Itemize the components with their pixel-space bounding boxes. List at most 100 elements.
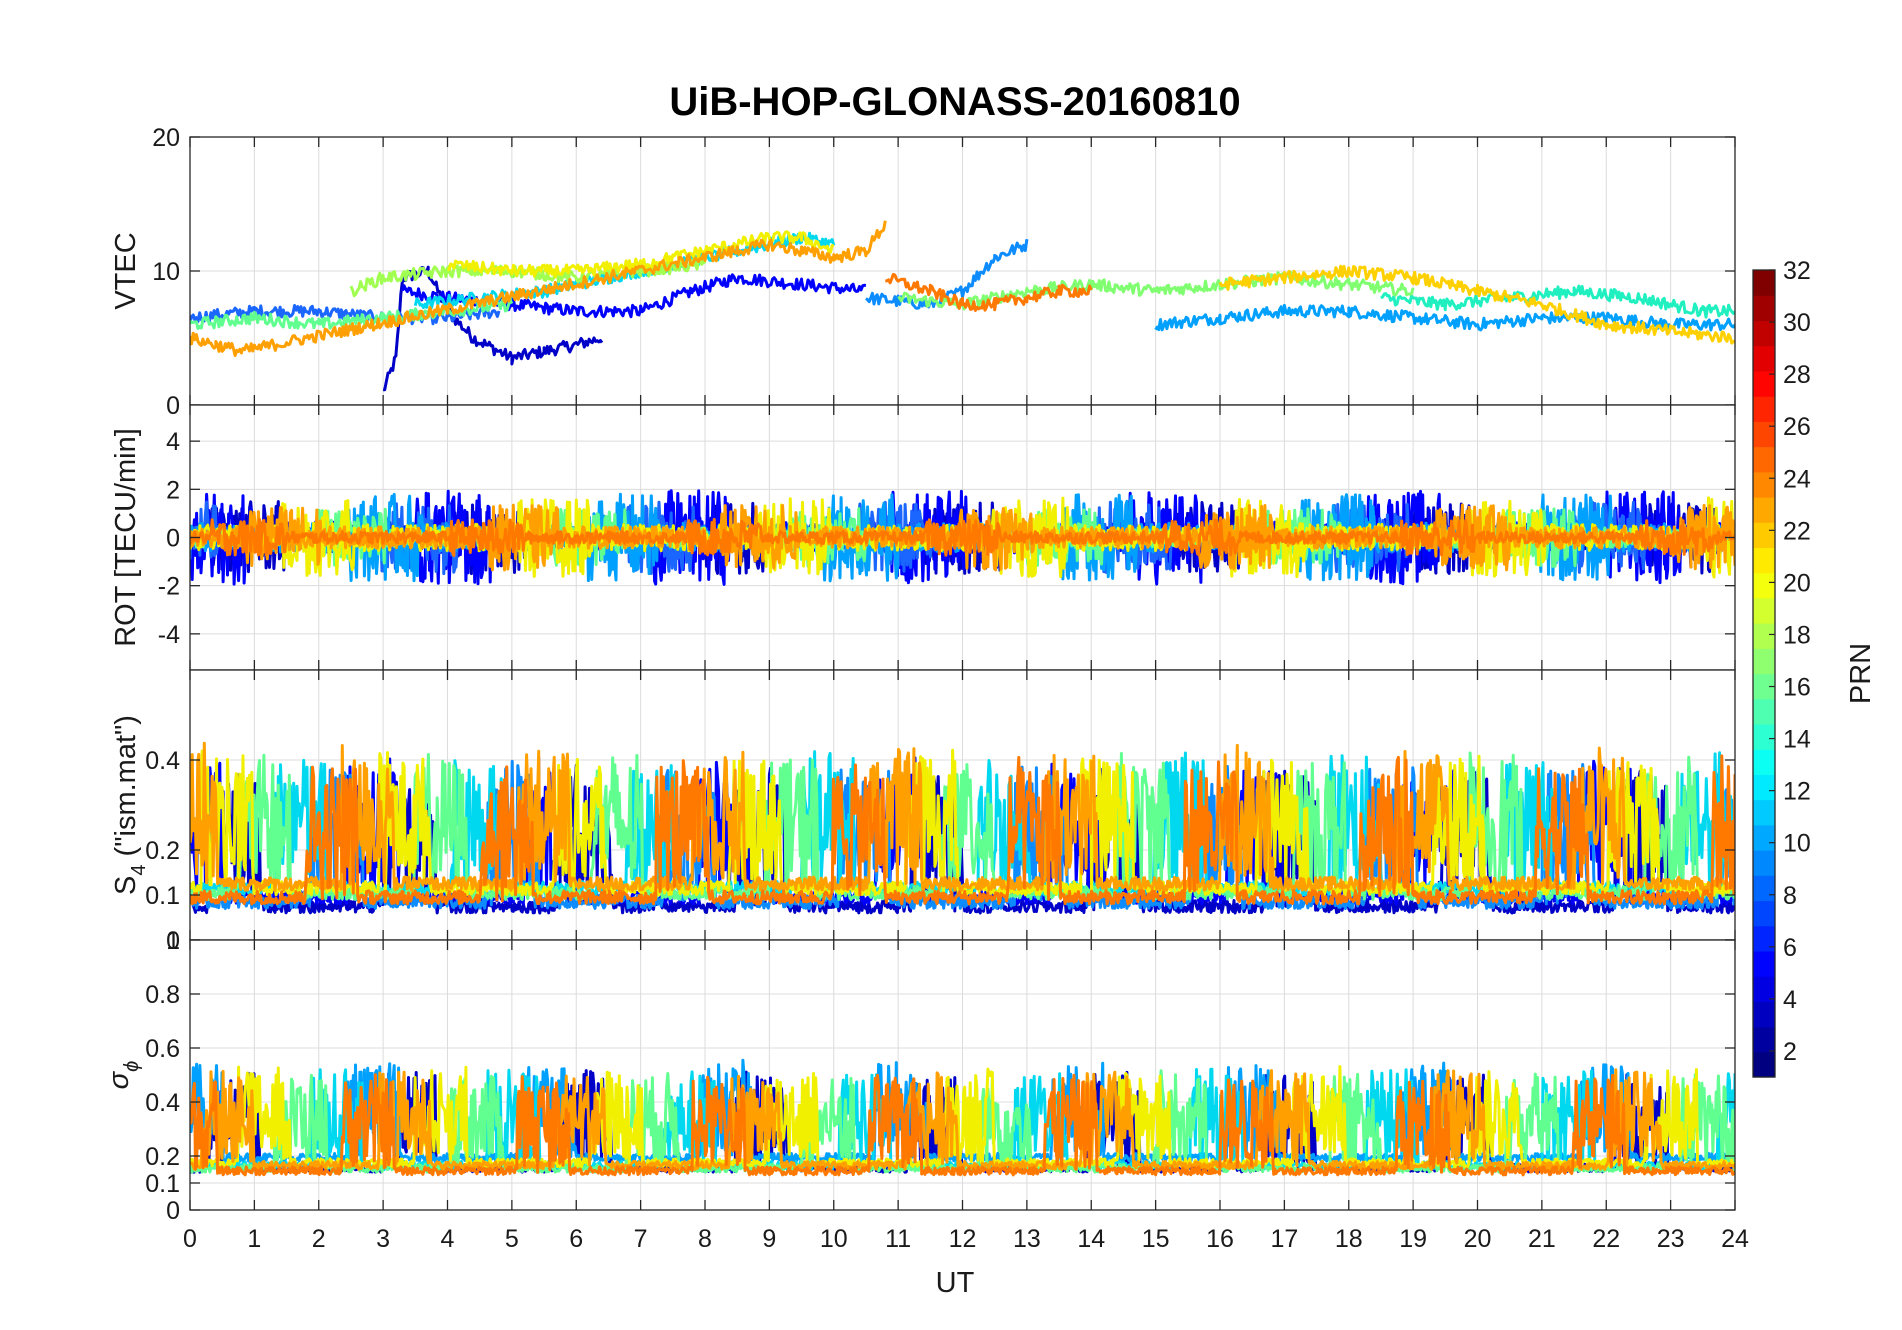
series-prn-10 bbox=[190, 1058, 1735, 1163]
colorbar-swatch bbox=[1753, 421, 1775, 448]
colorbar-tick-label: 28 bbox=[1783, 361, 1811, 389]
y-tick-label: 2 bbox=[166, 476, 180, 504]
x-tick-label: 10 bbox=[820, 1225, 848, 1253]
x-tick-label: 2 bbox=[312, 1225, 326, 1253]
colorbar-swatch bbox=[1753, 648, 1775, 675]
colorbar-swatch bbox=[1753, 976, 1775, 1002]
y-tick-label: 0.6 bbox=[145, 1035, 180, 1063]
colorbar-tick-label: 20 bbox=[1783, 569, 1811, 597]
colorbar-swatch bbox=[1753, 698, 1775, 725]
colorbar-tick-label: 10 bbox=[1783, 830, 1811, 858]
colorbar-tick-label: 24 bbox=[1783, 465, 1811, 493]
series-group bbox=[190, 741, 1735, 915]
y-tick-label: 20 bbox=[152, 124, 180, 152]
series-prn-24 bbox=[190, 518, 1735, 557]
y-tick-label: 0.1 bbox=[145, 882, 180, 910]
panel-1: 0 10 20 VTEC bbox=[110, 124, 1736, 420]
colorbar-swatch bbox=[1753, 875, 1775, 902]
colorbar-tick-label: 32 bbox=[1783, 257, 1811, 285]
x-tick-label: 1 bbox=[247, 1225, 261, 1253]
x-tick-label: 4 bbox=[441, 1225, 455, 1253]
series-prn-21 bbox=[1218, 264, 1735, 345]
x-tick-label: 3 bbox=[376, 1225, 390, 1253]
colorbar-swatch bbox=[1753, 270, 1775, 296]
series-prn-23 bbox=[190, 220, 887, 357]
colorbar-swatch bbox=[1753, 774, 1775, 801]
colorbar-swatch bbox=[1753, 345, 1775, 372]
colorbar-tick-label: 2 bbox=[1783, 1038, 1797, 1066]
y-tick-label: 0.1 bbox=[145, 1170, 180, 1198]
y-tick-label: 0.4 bbox=[145, 1089, 180, 1117]
colorbar-tick-label: 14 bbox=[1783, 726, 1811, 754]
series-group bbox=[190, 220, 1735, 392]
x-axis-label: UT bbox=[936, 1267, 975, 1299]
x-tick-label: 20 bbox=[1464, 1225, 1492, 1253]
colorbar-swatch bbox=[1753, 547, 1775, 574]
series-prn-9 bbox=[865, 238, 1029, 310]
colorbar-swatch bbox=[1753, 295, 1775, 322]
x-tick-label: 9 bbox=[762, 1225, 776, 1253]
colorbar-tick-label: 8 bbox=[1783, 882, 1797, 910]
colorbar-swatch bbox=[1753, 925, 1775, 952]
series-prn-24 bbox=[885, 272, 1093, 312]
x-tick-label: 18 bbox=[1335, 1225, 1363, 1253]
x-tick-label: 19 bbox=[1399, 1225, 1427, 1253]
colorbar-swatch bbox=[1753, 723, 1775, 750]
series-prn-24 bbox=[190, 754, 1735, 906]
colorbar-swatch bbox=[1753, 623, 1775, 649]
colorbar-swatch bbox=[1753, 522, 1775, 549]
colorbar-tick-label: 16 bbox=[1783, 674, 1811, 702]
series-prn-24 bbox=[190, 1073, 1735, 1177]
colorbar-swatch bbox=[1753, 320, 1775, 347]
x-axis: 0 1 2 3 4 5 6 7 8 9 10 11 12 13 14 15 16 17 18 19 20 21 22 23 24 bbox=[183, 1225, 1749, 1253]
y-axis-label: VTEC bbox=[110, 232, 142, 309]
y-tick-label: -4 bbox=[158, 621, 180, 649]
x-tick-label: 21 bbox=[1528, 1225, 1556, 1253]
colorbar-tick-label: 22 bbox=[1783, 517, 1811, 545]
y-tick-label: 0 bbox=[166, 1197, 180, 1225]
colorbar-frame bbox=[1752, 269, 1776, 1078]
x-tick-label: 17 bbox=[1270, 1225, 1298, 1253]
x-tick-label: 16 bbox=[1206, 1225, 1234, 1253]
y-axis-label: ROT [TECU/min] bbox=[110, 428, 142, 647]
colorbar-swatch bbox=[1753, 471, 1775, 498]
y-tick-label: 0 bbox=[166, 927, 180, 955]
colorbar-swatch bbox=[1753, 446, 1775, 473]
colorbar-swatch bbox=[1753, 824, 1775, 851]
series-prn-14 bbox=[1380, 284, 1735, 319]
colorbar-tick-label: 6 bbox=[1783, 934, 1797, 962]
colorbar-tick-label: 12 bbox=[1783, 778, 1811, 806]
y-axis-label: S4 ("ism.mat") bbox=[110, 715, 150, 895]
colorbar-swatch bbox=[1753, 1026, 1775, 1053]
x-tick-label: 14 bbox=[1077, 1225, 1105, 1253]
series-group bbox=[190, 1058, 1735, 1177]
colorbar-tick-label: 18 bbox=[1783, 621, 1811, 649]
colorbar-swatch bbox=[1753, 597, 1775, 624]
y-tick-label: 0.4 bbox=[145, 747, 180, 775]
colorbar-swatch bbox=[1753, 673, 1775, 700]
colorbar-swatch bbox=[1753, 370, 1775, 397]
x-tick-label: 24 bbox=[1721, 1225, 1749, 1253]
y-axis-label: σϕ bbox=[103, 1061, 143, 1090]
colorbar-tick-label: 4 bbox=[1783, 986, 1797, 1014]
x-tick-label: 11 bbox=[885, 1225, 911, 1253]
y-tick-label: 1 bbox=[166, 927, 180, 955]
colorbar-swatch bbox=[1753, 799, 1775, 826]
colorbar-swatch bbox=[1753, 572, 1775, 599]
x-tick-label: 5 bbox=[505, 1225, 519, 1253]
colorbar-tick-label: 26 bbox=[1783, 413, 1811, 441]
y-tick-label: 0 bbox=[166, 525, 180, 553]
colorbar-swatch bbox=[1753, 496, 1775, 523]
x-tick-label: 0 bbox=[183, 1225, 197, 1253]
x-tick-label: 22 bbox=[1592, 1225, 1620, 1253]
chart-title: UiB-HOP-GLONASS-20160810 bbox=[669, 80, 1240, 124]
colorbar-swatch bbox=[1753, 850, 1775, 876]
panel-3: 0 0.1 0.2 0.4S4 ("ism.mat") bbox=[110, 669, 1736, 955]
series-prn-17 bbox=[897, 270, 1415, 311]
y-tick-label: 4 bbox=[166, 428, 180, 456]
y-tick-label: 10 bbox=[152, 258, 180, 286]
series-prn-20 bbox=[190, 496, 1735, 579]
